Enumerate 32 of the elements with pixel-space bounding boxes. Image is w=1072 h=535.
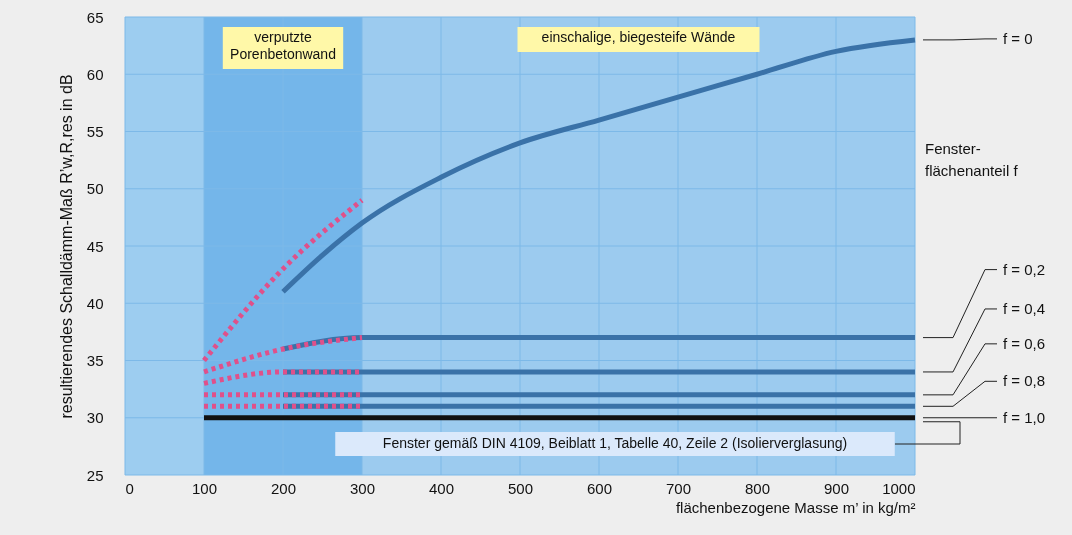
x-tick-label: 300 xyxy=(349,479,376,497)
y-tick-label: 45 xyxy=(86,237,104,255)
text: f = 0,8 xyxy=(1003,372,1046,390)
y-tick-label: 40 xyxy=(86,294,104,312)
annotation: Fenster gemäß DIN 4109, Beiblatt 1, Tabelle 40, Zeile 2 (Isolierverglasung) xyxy=(382,435,848,451)
x-tick-label: 1000 xyxy=(882,479,916,497)
text: f = 0,4 xyxy=(1003,299,1046,317)
x-tick-label: 200 xyxy=(270,479,297,497)
x-tick-label: 600 xyxy=(586,479,613,497)
x-tick-label: 100 xyxy=(191,479,218,497)
y-tick-label: 60 xyxy=(86,65,104,83)
x-tick-label: 900 xyxy=(823,479,850,497)
y-tick-label: 30 xyxy=(86,409,104,427)
x-tick-label: 700 xyxy=(665,479,692,497)
y-tick-label: 65 xyxy=(86,8,104,26)
x-tick-label: 500 xyxy=(507,479,534,497)
band-label: verputzte Porenbetonwand xyxy=(230,29,336,62)
y-tick-label: 35 xyxy=(86,352,104,369)
y-axis-title: resultierendes Schalldämm-Maß R’w,R,res in dB xyxy=(57,74,75,419)
text: f = 0 xyxy=(1003,29,1033,47)
text: f = 0,2 xyxy=(1003,260,1046,278)
y-tick-label: 25 xyxy=(86,466,104,484)
x-axis-title: flächenbezogene Masse m’ in kg/m² xyxy=(675,498,916,516)
band-label: einschalige, biegesteife Wände xyxy=(541,29,736,45)
text: f = 0,6 xyxy=(1003,334,1046,352)
x-tick-label: 800 xyxy=(744,479,771,497)
y-tick-label: 50 xyxy=(86,180,104,198)
x-tick-label: 400 xyxy=(428,479,455,497)
x-tick-label: 0 xyxy=(125,479,134,497)
y-tick-label: 55 xyxy=(86,123,104,140)
text: f = 1,0 xyxy=(1003,408,1046,426)
text: Fenster- flächenanteil f xyxy=(925,140,1019,179)
